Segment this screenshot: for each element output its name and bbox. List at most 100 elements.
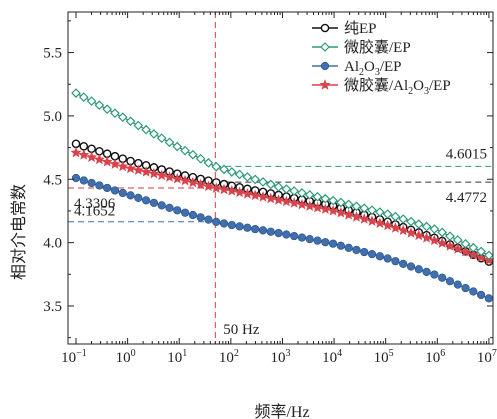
legend-item: 微胶囊/EP: [312, 39, 411, 56]
data-point: [164, 137, 175, 148]
data-point: [142, 196, 151, 205]
data-point: [218, 183, 230, 195]
data-point: [444, 240, 456, 251]
data-point: [453, 280, 462, 289]
data-point: [78, 92, 89, 102]
data-point: [103, 183, 112, 193]
data-point: [235, 222, 244, 231]
data-point: [241, 188, 253, 199]
data-point: [188, 149, 198, 160]
data-point: [406, 216, 416, 227]
data-point: [445, 231, 455, 242]
data-point: [452, 243, 464, 254]
data-point: [251, 224, 260, 234]
data-point: [71, 88, 81, 98]
reference-value-label: 4.3306: [74, 196, 116, 212]
data-point: [335, 206, 347, 218]
legend-label: 微胶囊/Al2O3/EP: [344, 77, 451, 97]
data-point: [86, 96, 97, 106]
data-point: [428, 234, 440, 246]
data-point: [156, 133, 167, 143]
legend-label-text: O: [413, 78, 424, 94]
x-tick-base: 10: [425, 350, 440, 366]
legend-marker: [320, 23, 330, 33]
data-point: [469, 287, 478, 296]
data-point: [93, 153, 105, 165]
x-tick-label: 104: [322, 348, 342, 366]
x-tick-label: 106: [425, 348, 445, 366]
x-tick-label: 102: [219, 348, 239, 366]
data-point: [336, 197, 346, 208]
data-point: [211, 161, 222, 172]
data-point: [289, 186, 299, 196]
data-point: [290, 231, 299, 241]
data-point: [312, 191, 323, 202]
series-0: [71, 139, 494, 266]
y-tick-label: 4.5: [43, 172, 62, 188]
data-point: [280, 195, 292, 207]
data-point: [429, 224, 440, 234]
legend-marker: [320, 61, 330, 71]
data-point: [273, 194, 285, 205]
x-tick-base: 10: [61, 350, 76, 366]
data-point: [249, 189, 261, 201]
legend-label-text: 纯EP: [344, 20, 377, 37]
legend-item: Al2O3/EP: [312, 59, 402, 78]
data-point: [242, 172, 253, 182]
x-tick-exponent: 6: [440, 348, 445, 359]
data-point: [125, 162, 137, 174]
data-point: [172, 141, 183, 152]
data-point: [430, 270, 439, 279]
data-point: [351, 201, 362, 212]
x-tick-base: 10: [322, 350, 337, 366]
data-point: [445, 277, 455, 286]
data-point: [273, 182, 284, 192]
plot-frame: [67, 11, 494, 345]
x-tick-base: 10: [116, 350, 131, 366]
x-tick-label: 101: [167, 348, 187, 366]
data-point: [382, 219, 394, 231]
data-point: [297, 233, 307, 242]
data-point: [296, 198, 308, 210]
data-point: [352, 245, 361, 255]
data-point: [461, 283, 470, 293]
data-point: [265, 192, 277, 204]
data-point: [202, 180, 214, 192]
data-point: [109, 158, 121, 169]
data-point: [243, 223, 252, 232]
data-point: [212, 217, 221, 226]
y-tick-label: 3.5: [43, 299, 62, 315]
data-point: [140, 166, 152, 177]
data-point: [203, 157, 214, 168]
data-point: [258, 226, 268, 235]
data-point: [413, 219, 424, 229]
data-point: [204, 215, 213, 224]
reference-label-frequency: 50 Hz: [223, 322, 260, 338]
legend-label-text: 微胶囊/EP: [344, 39, 411, 56]
data-point: [460, 238, 471, 249]
data-point: [180, 208, 190, 217]
data-point: [321, 238, 330, 247]
data-point: [149, 198, 159, 207]
data-point: [311, 201, 324, 213]
data-point: [477, 290, 486, 300]
data-point: [438, 273, 447, 282]
data-point: [484, 250, 494, 261]
x-tick-base: 10: [167, 350, 182, 366]
data-point: [87, 144, 96, 154]
series-2: [71, 173, 494, 303]
data-point: [367, 250, 377, 259]
y-tick-label: 4.0: [43, 236, 62, 252]
data-point: [336, 241, 345, 250]
x-tick-exponent: −1: [76, 348, 87, 359]
data-point: [391, 257, 400, 266]
y-tick-label: 5.5: [43, 46, 62, 62]
x-tick-exponent: 0: [131, 348, 136, 359]
data-point: [141, 124, 151, 135]
legend-label-subscript: 2: [359, 67, 364, 78]
data-point: [258, 177, 268, 187]
data-point: [358, 213, 370, 224]
data-point: [234, 186, 246, 198]
legend-label: 纯EP: [344, 20, 377, 37]
